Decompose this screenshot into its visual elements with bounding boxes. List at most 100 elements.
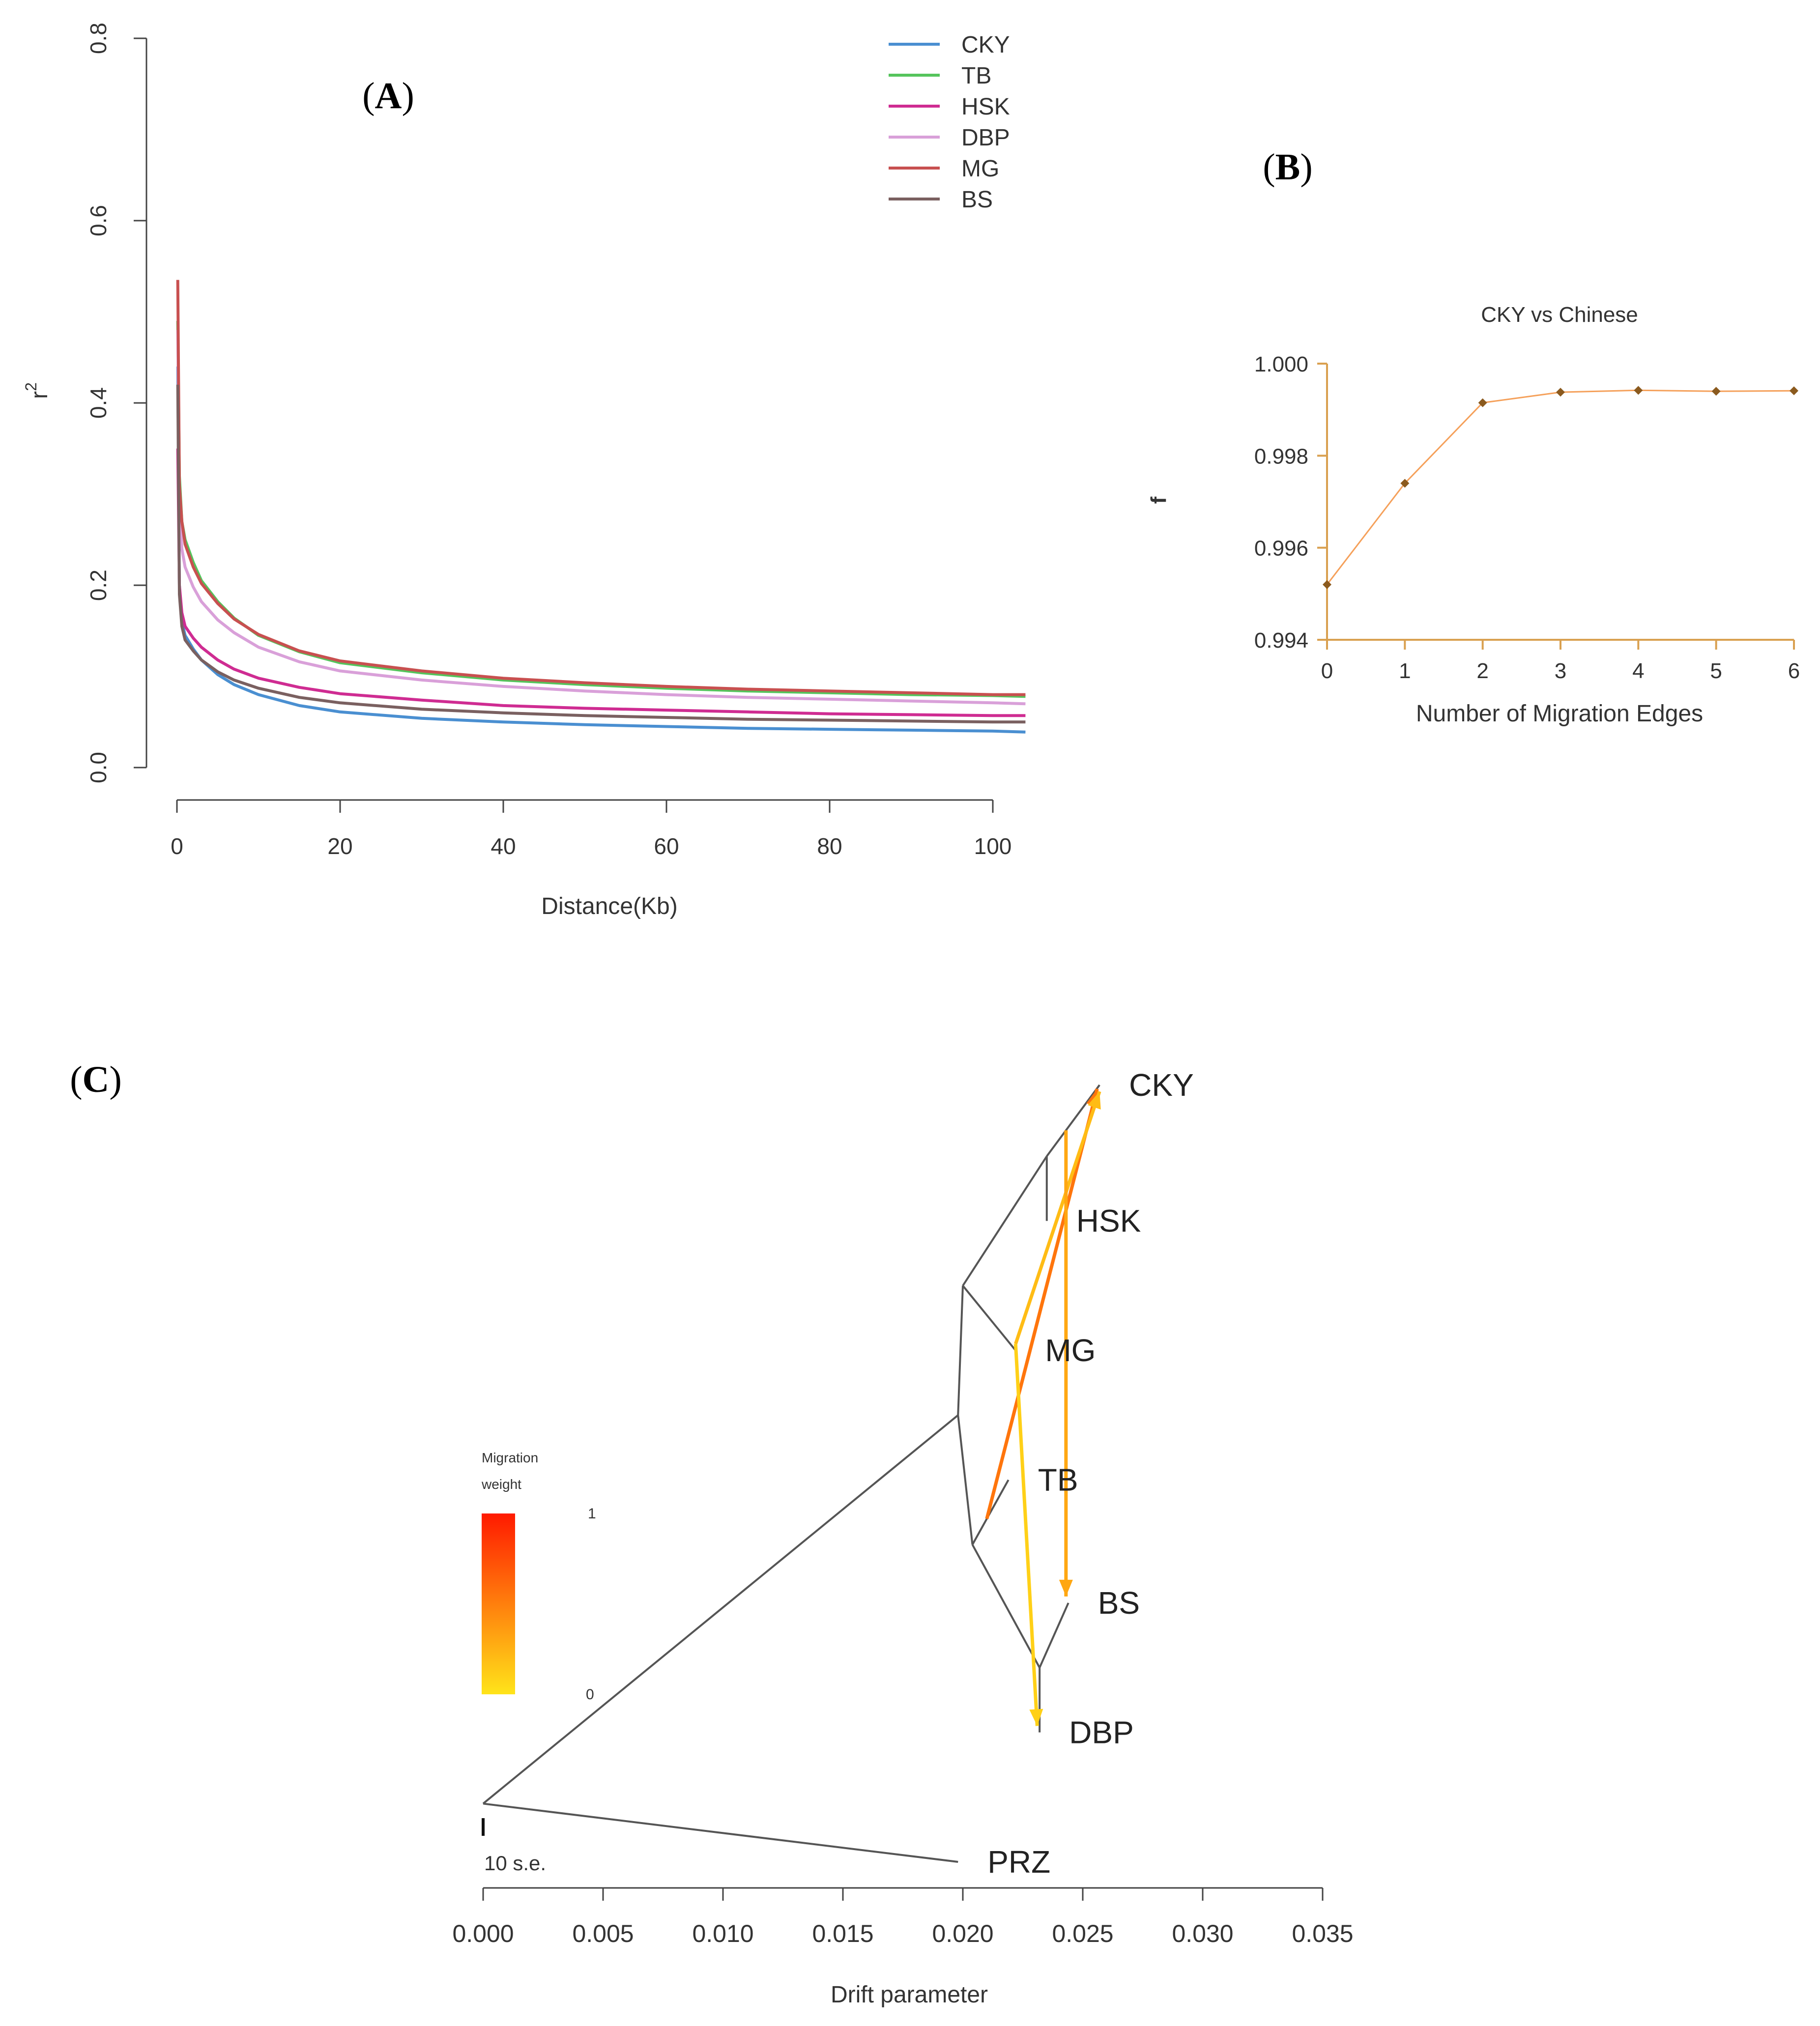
panel-a-y-axis-label-superscript: 2 <box>22 382 40 391</box>
panel-b-x-tick-label: 4 <box>1632 659 1644 683</box>
panel-b-x-tick-label: 3 <box>1555 659 1566 683</box>
panel-b-label: B <box>1275 146 1300 188</box>
panel-c-label-text: (C) <box>70 1059 122 1100</box>
panel-c-x-tick-label: 0.005 <box>572 1920 634 1947</box>
legend-min-label: 0 <box>586 1686 594 1703</box>
tip-label-prz: PRZ <box>987 1844 1050 1880</box>
legend-color-bar <box>482 1513 515 1694</box>
panel-c-x-tick-label: 0.020 <box>932 1920 993 1947</box>
panel-b-point <box>1711 387 1721 396</box>
legend-label-dbp: DBP <box>961 125 1010 151</box>
panel-a-label-text: (A) <box>362 75 414 116</box>
panel-b-y-tick-label: 0.996 <box>1254 537 1308 561</box>
panel-b-point <box>1323 580 1331 589</box>
panel-b-x-tick-label: 6 <box>1788 659 1800 683</box>
tree-edge-n4-tb <box>971 1479 1010 1545</box>
tree-edge-n1-n2 <box>957 1285 964 1415</box>
legend-label-cky: CKY <box>961 32 1010 58</box>
panel-a-y-tick-label: 0.0 <box>86 752 111 783</box>
tip-label-bs: BS <box>1098 1585 1140 1621</box>
panel-a-x-tick-label: 100 <box>974 833 1012 859</box>
panel-c-x-axis-label: Drift parameter <box>831 1982 988 2008</box>
panel-b-series <box>1323 386 1798 589</box>
panel-b-x-tick-label: 5 <box>1710 659 1722 683</box>
panel-a-y-axis-label-base: r <box>27 391 53 399</box>
panel-a-series-line-dbp <box>176 330 1026 706</box>
panel-a-y-tick-label: 0.8 <box>86 23 111 54</box>
tree-edge-root-n1 <box>482 1414 959 1804</box>
tip-label-mg: MG <box>1045 1333 1096 1368</box>
panel-c-x-tick-label: 0.000 <box>452 1920 514 1947</box>
tip-label-hsk: HSK <box>1076 1203 1141 1239</box>
panel-b-axes: 0.994 0.996 0.998 1.000 0 1 2 3 4 5 6 <box>1254 352 1800 683</box>
legend-label-tb: TB <box>961 63 991 89</box>
panel-a-series-line-hsk <box>176 448 1026 717</box>
scale-bar-label: 10 s.e. <box>484 1852 546 1875</box>
panel-c-drift-axis: 0.000 0.005 0.010 0.015 0.020 0.025 0.030 0.035 <box>452 1887 1354 1947</box>
panel-a-x-tick-label: 0 <box>171 833 183 859</box>
legend-label-bs: BS <box>961 187 993 213</box>
panel-a-series-line-cky <box>176 366 1026 734</box>
panel-a-y-axis-label: r2 <box>22 382 53 399</box>
migration-arrow-1 <box>985 1088 1099 1519</box>
panel-a-y-tick-label: 0.6 <box>86 205 111 236</box>
panel-a-series-line-tb <box>176 321 1026 698</box>
panel-b-y-tick-label: 0.994 <box>1254 628 1308 653</box>
tree-edge-n4-n5 <box>971 1544 1040 1668</box>
tip-label-tb: TB <box>1038 1462 1078 1498</box>
tree-edge-n1-n4 <box>957 1415 974 1545</box>
panel-c-label: C <box>83 1059 110 1100</box>
panel-c-x-tick-label: 0.015 <box>812 1920 873 1947</box>
migration-arrow-2 <box>1014 1091 1101 1345</box>
panel-b-title: CKY vs Chinese <box>1481 303 1638 327</box>
tree-edge-n2-n3 <box>962 1155 1048 1286</box>
panel-a-x-tick-label: 80 <box>817 833 842 859</box>
tree-edge-n2-mg <box>962 1285 1016 1351</box>
panel-b-y-tick-label: 1.000 <box>1254 352 1308 376</box>
legend-label-mg: MG <box>961 156 999 182</box>
panel-a-ld-decay-chart: 0.0 0.2 0.4 0.6 0.8 0 20 40 60 80 100 CKY TB HSK DBP M… <box>22 23 1026 919</box>
panel-c-x-tick-label: 0.010 <box>692 1920 753 1947</box>
panel-a-series-line-bs <box>176 384 1026 724</box>
migration-arrowhead-2 <box>1088 1091 1101 1110</box>
panel-a-series-lines <box>176 280 1026 734</box>
tip-label-dbp: DBP <box>1069 1715 1134 1750</box>
tip-label-cky: CKY <box>1129 1067 1194 1103</box>
migration-arrowhead-4 <box>1059 1579 1073 1597</box>
legend-max-label: 1 <box>588 1506 596 1522</box>
panel-b-x-axis-label: Number of Migration Edges <box>1416 701 1703 727</box>
panel-b-y-axis-label: f <box>1147 496 1171 504</box>
panel-b-y-tick-label: 0.998 <box>1254 444 1308 468</box>
panel-c-x-tick-label: 0.025 <box>1052 1920 1113 1947</box>
panel-a-x-tick-label: 20 <box>327 833 352 859</box>
panel-b-point <box>1478 398 1487 407</box>
panel-b-label-text: (B) <box>1263 146 1312 188</box>
panel-c-tip-labels: CKY HSK MG TB BS DBP PRZ <box>987 1067 1194 1880</box>
tree-edge-n3-cky <box>1046 1084 1100 1157</box>
panel-a-label: A <box>375 75 402 116</box>
panel-a-x-tick-label: 40 <box>491 833 516 859</box>
panel-a-legend: CKY TB HSK DBP MG BS <box>889 32 1010 213</box>
migration-arrow-3 <box>1013 1343 1039 1726</box>
migration-arrowhead-3 <box>1029 1709 1043 1726</box>
panel-a-y-tick-label: 0.4 <box>86 387 111 419</box>
panel-c-migration-arrows <box>985 1088 1101 1726</box>
panel-b-point <box>1400 479 1410 488</box>
panel-b-point <box>1634 386 1643 395</box>
panel-b-point <box>1790 386 1798 396</box>
panel-b-x-tick-label: 2 <box>1476 659 1488 683</box>
panel-b-migration-edges-chart: (B) CKY vs Chinese 0.9940.9960.9981.0000… <box>1147 146 1800 727</box>
legend-title-line2: weight <box>481 1477 521 1492</box>
tree-edge-root-prz <box>483 1802 958 1863</box>
legend-title-line1: Migration <box>482 1450 538 1465</box>
panel-a-x-axis-label: Distance(Kb) <box>541 893 677 919</box>
panel-b-x-tick-label: 0 <box>1321 659 1333 683</box>
panel-c-x-tick-label: 0.035 <box>1292 1920 1353 1947</box>
panel-c-x-tick-label: 0.030 <box>1172 1920 1233 1947</box>
panel-a-y-tick-label: 0.2 <box>86 570 111 601</box>
panel-c-tree-edges <box>482 1084 1100 1863</box>
panel-a-axes: 0.0 0.2 0.4 0.6 0.8 0 20 40 60 80 100 <box>86 23 1011 859</box>
panel-b-x-tick-label: 1 <box>1399 659 1411 683</box>
panel-b-series-line <box>1326 389 1794 585</box>
